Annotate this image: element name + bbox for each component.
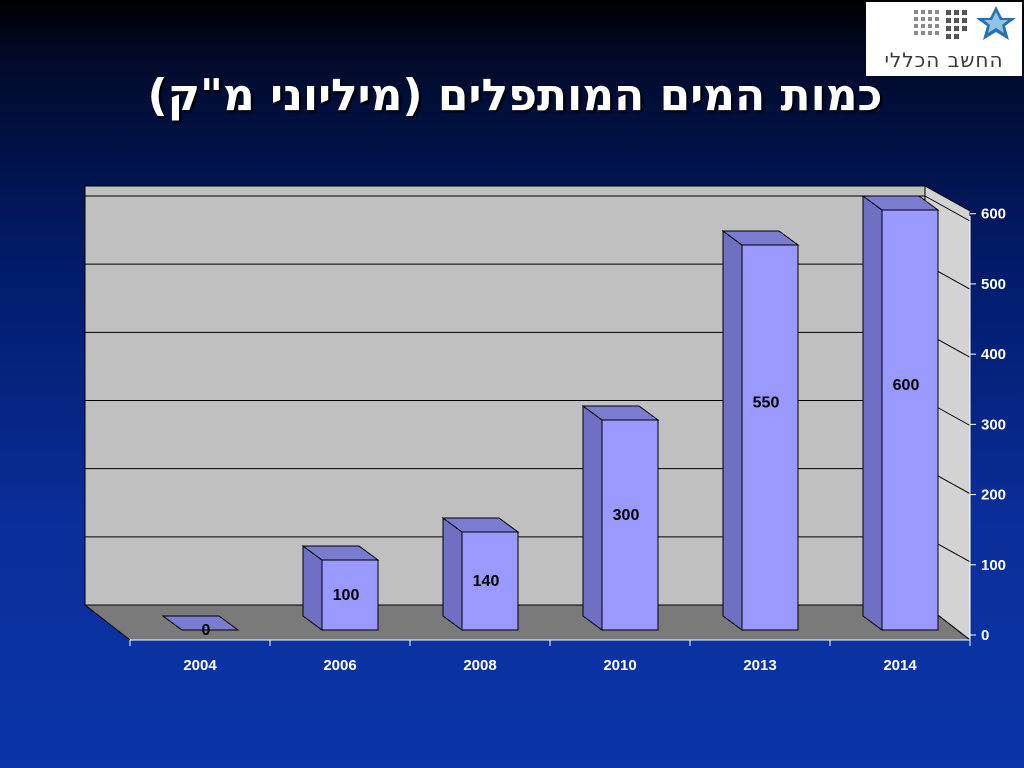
bar-side <box>582 405 603 631</box>
x-tick-label: 2013 <box>743 657 776 674</box>
y-tick-label: 500 <box>981 276 1006 293</box>
data-label: 140 <box>473 573 500 590</box>
data-label: 300 <box>613 507 640 524</box>
bar <box>601 419 659 631</box>
accountant-general-logo: החשב הכללי <box>866 2 1022 76</box>
bar-side <box>862 195 883 631</box>
y-tick-label: 200 <box>981 487 1006 504</box>
y-tick-label: 400 <box>981 346 1006 363</box>
bar-top <box>161 615 240 631</box>
slide-title: כמות המים המותפלים (מיליוני מ"ק) <box>147 70 883 121</box>
data-label: 100 <box>333 587 360 604</box>
data-label: 0 <box>202 622 211 639</box>
bar <box>321 559 379 631</box>
y-tick-label: 600 <box>981 206 1006 223</box>
bar <box>741 244 799 631</box>
gridline-side <box>924 195 971 222</box>
bar-side <box>302 545 323 631</box>
y-tick-label: 300 <box>981 416 1006 433</box>
x-tick-label: 2014 <box>883 657 917 674</box>
x-tick-label: 2010 <box>603 657 636 674</box>
data-label: 600 <box>893 377 920 394</box>
x-tick-label: 2006 <box>323 657 356 674</box>
bar-side <box>442 517 463 631</box>
bar <box>881 209 939 631</box>
bar <box>461 531 519 631</box>
y-tick-label: 100 <box>981 557 1006 574</box>
data-label: 550 <box>753 395 780 412</box>
y-tick-label: 0 <box>981 627 989 644</box>
x-tick-label: 2008 <box>463 657 496 674</box>
logo-text: החשב הכללי <box>884 48 1004 72</box>
bar-side <box>722 230 743 631</box>
x-tick-label: 2004 <box>183 657 217 674</box>
logo-emblem-icon <box>914 6 1016 40</box>
